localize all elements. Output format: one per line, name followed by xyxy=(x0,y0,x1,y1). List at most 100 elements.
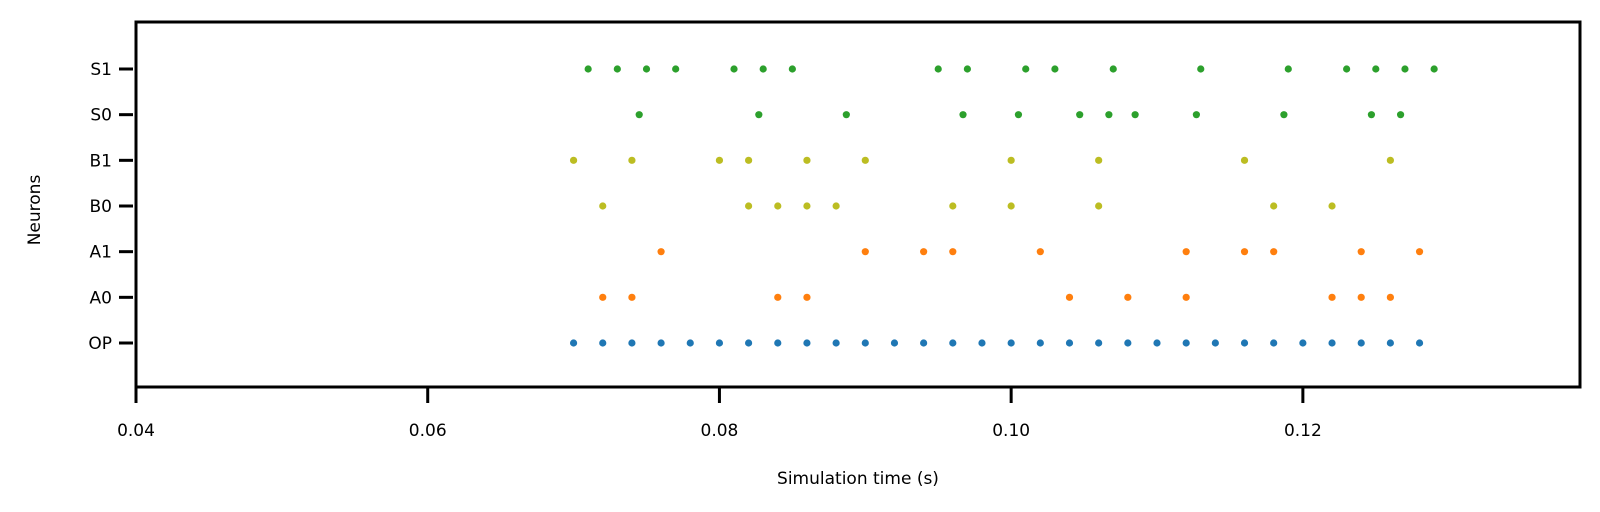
spike-point-a1-7 xyxy=(1270,248,1278,256)
x-tick-label-0: 0.04 xyxy=(117,421,155,441)
spike-point-a1-8 xyxy=(1357,248,1365,256)
spike-point-a0-6 xyxy=(1182,293,1190,301)
spike-point-b0-0 xyxy=(599,202,607,210)
spike-point-b0-7 xyxy=(1095,202,1103,210)
spike-point-s0-9 xyxy=(1280,111,1288,119)
y-tick-label-s1: S1 xyxy=(90,60,112,80)
spike-point-s0-5 xyxy=(1076,111,1084,119)
x-tick-label-1: 0.06 xyxy=(409,421,447,441)
spike-point-op-8 xyxy=(803,339,811,347)
spike-point-b1-0 xyxy=(569,156,578,164)
spike-point-b0-5 xyxy=(949,202,957,210)
spike-point-op-13 xyxy=(949,339,957,347)
spike-point-b0-9 xyxy=(1328,202,1336,210)
spike-point-a1-1 xyxy=(861,248,869,256)
spike-point-s0-3 xyxy=(959,111,967,119)
spike-point-b0-8 xyxy=(1270,202,1278,210)
spike-point-s1-7 xyxy=(934,65,942,73)
y-tick-label-s0: S0 xyxy=(90,106,112,126)
spike-point-op-23 xyxy=(1240,339,1249,347)
spike-point-b0-4 xyxy=(832,202,840,210)
spike-point-a1-2 xyxy=(920,248,928,256)
y-axis: OP A0 A1 B0 B1 S0 S1 xyxy=(88,60,133,354)
spike-point-op-14 xyxy=(978,339,986,347)
spike-point-a0-7 xyxy=(1328,293,1336,301)
spike-point-a1-6 xyxy=(1240,248,1249,256)
y-tick-label-op: OP xyxy=(88,334,112,354)
spike-point-op-12 xyxy=(920,339,928,347)
spike-point-s0-0 xyxy=(635,111,643,119)
spike-point-s0-6 xyxy=(1105,111,1113,119)
spike-point-a1-5 xyxy=(1182,248,1190,256)
spike-point-s1-6 xyxy=(788,65,796,73)
plot-frame xyxy=(134,20,1582,389)
spike-point-b1-4 xyxy=(803,156,811,164)
spike-point-op-4 xyxy=(686,339,694,347)
spike-point-s1-10 xyxy=(1051,65,1059,73)
spike-point-s1-2 xyxy=(642,65,651,73)
spike-point-s1-12 xyxy=(1197,65,1205,73)
spike-point-b1-2 xyxy=(715,156,724,164)
spike-point-b1-1 xyxy=(628,156,636,164)
spike-point-b1-6 xyxy=(1007,156,1015,164)
spike-point-s1-13 xyxy=(1284,65,1292,73)
spike-point-b1-5 xyxy=(861,156,869,164)
spike-point-a0-2 xyxy=(774,293,782,301)
x-axis: 0.04 0.06 0.08 0.10 0.12 xyxy=(117,388,1322,441)
spike-point-a1-0 xyxy=(657,248,665,256)
spike-point-s1-3 xyxy=(672,65,680,73)
spike-point-s0-8 xyxy=(1192,111,1200,119)
x-tick-label-2: 0.08 xyxy=(701,421,739,441)
spike-point-op-11 xyxy=(890,339,899,347)
y-tick-label-b0: B0 xyxy=(90,197,112,217)
spike-point-a0-4 xyxy=(1065,293,1074,301)
spike-point-s0-11 xyxy=(1396,111,1405,119)
spike-point-op-29 xyxy=(1415,339,1424,347)
spike-point-s1-15 xyxy=(1372,65,1380,73)
spike-point-op-25 xyxy=(1299,339,1307,347)
spike-point-s1-11 xyxy=(1109,65,1117,73)
spike-point-op-19 xyxy=(1124,339,1132,347)
spike-point-op-2 xyxy=(628,339,636,347)
spike-point-op-21 xyxy=(1182,339,1190,347)
spike-point-a0-8 xyxy=(1357,293,1365,301)
spike-point-op-3 xyxy=(657,339,665,347)
spike-point-op-26 xyxy=(1328,339,1336,347)
spike-point-s1-16 xyxy=(1401,65,1409,73)
spike-point-op-22 xyxy=(1211,339,1219,347)
spike-point-s1-17 xyxy=(1430,65,1438,73)
spike-point-b0-3 xyxy=(803,202,811,210)
spike-point-b1-7 xyxy=(1095,156,1103,164)
spike-point-s1-14 xyxy=(1343,65,1351,73)
spike-point-s0-4 xyxy=(1014,111,1023,119)
spike-point-s1-8 xyxy=(963,65,971,73)
spike-point-a0-3 xyxy=(803,293,811,301)
spike-point-s0-7 xyxy=(1131,111,1139,119)
x-tick-label-4: 0.12 xyxy=(1284,421,1322,441)
y-tick-label-a0: A0 xyxy=(90,288,112,308)
spike-point-a0-9 xyxy=(1386,293,1394,301)
spike-point-b1-9 xyxy=(1386,156,1394,164)
spike-point-op-16 xyxy=(1036,339,1044,347)
x-tick-label-3: 0.10 xyxy=(992,421,1030,441)
spike-point-op-1 xyxy=(599,339,607,347)
spike-point-b0-2 xyxy=(774,202,782,210)
spike-point-op-27 xyxy=(1357,339,1365,347)
spike-point-s1-0 xyxy=(584,65,592,73)
spike-point-op-7 xyxy=(774,339,782,347)
spike-point-op-17 xyxy=(1065,339,1074,347)
spike-point-op-9 xyxy=(832,339,840,347)
spike-point-a0-0 xyxy=(599,293,607,301)
x-axis-title: Simulation time (s) xyxy=(777,469,939,489)
spike-point-a0-1 xyxy=(628,293,636,301)
spike-point-op-20 xyxy=(1153,339,1161,347)
spike-point-b1-8 xyxy=(1240,156,1249,164)
spike-point-s0-10 xyxy=(1367,111,1376,119)
spike-point-op-10 xyxy=(861,339,869,347)
spike-point-op-5 xyxy=(715,339,724,347)
spike-points xyxy=(569,65,1438,347)
y-axis-title: Neurons xyxy=(25,175,45,246)
spike-point-op-24 xyxy=(1270,339,1278,347)
spike-point-b0-6 xyxy=(1007,202,1015,210)
